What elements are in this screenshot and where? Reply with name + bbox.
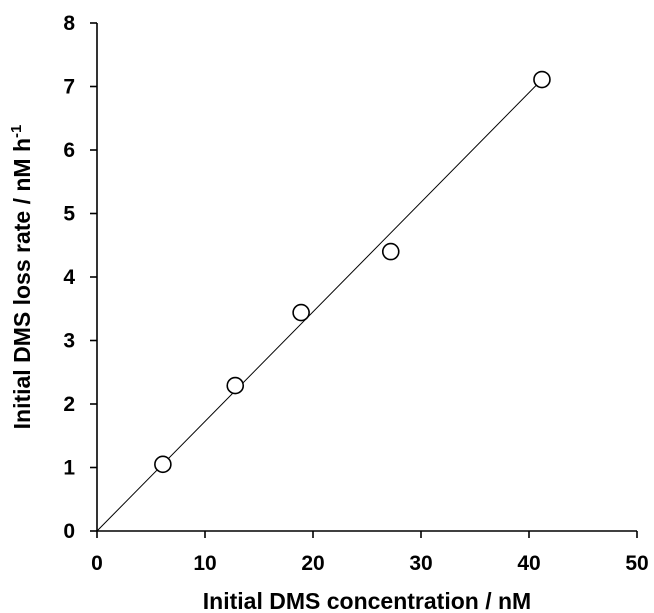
y-axis-title-main: Initial DMS loss rate / nM h — [9, 138, 35, 429]
y-tick-label: 0 — [63, 520, 75, 543]
data-point — [292, 303, 310, 322]
y-tick-label: 6 — [63, 139, 75, 162]
data-points-layer — [154, 70, 551, 474]
x-tick-label: 50 — [625, 552, 648, 575]
data-point — [533, 70, 551, 89]
x-tick-label: 10 — [193, 552, 216, 575]
y-ticks-layer: 0 1 2 3 4 5 6 7 8 — [63, 12, 97, 543]
data-point — [381, 242, 400, 261]
y-tick-label: 7 — [63, 76, 75, 99]
y-tick-label: 3 — [63, 330, 75, 353]
x-tick-label: 20 — [301, 552, 324, 575]
y-tick-label: 5 — [63, 203, 75, 226]
x-tick-label: 30 — [409, 552, 432, 575]
data-point — [154, 455, 172, 474]
y-tick-label: 2 — [63, 393, 75, 416]
x-tick-label: 40 — [517, 552, 540, 575]
regression-line — [96, 79, 543, 532]
y-axis-title-superscript: -1 — [8, 125, 25, 138]
x-ticks-layer: 0 10 20 30 40 50 — [91, 531, 649, 575]
data-point — [226, 376, 245, 395]
y-tick-label: 1 — [63, 457, 75, 480]
y-tick-label: 4 — [63, 266, 75, 289]
x-tick-label: 0 — [91, 552, 103, 575]
regression-line-layer — [96, 79, 543, 532]
x-axis-title: Initial DMS concentration / nM — [203, 588, 531, 613]
axes-layer — [96, 23, 637, 532]
y-tick-label: 8 — [63, 12, 75, 35]
y-axis-title: Initial DMS loss rate / nM h-1 — [8, 125, 35, 430]
